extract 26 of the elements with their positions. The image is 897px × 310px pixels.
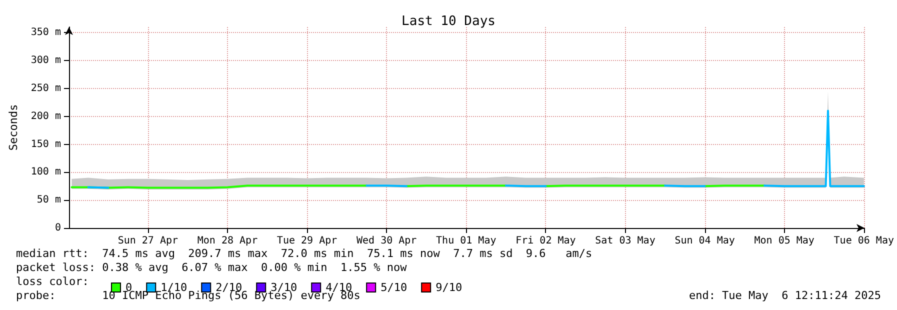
x-tick-label: Fri 02 May — [516, 236, 576, 246]
text: end: Tue May 6 12:11:24 2025 — [688, 289, 882, 302]
y-axis-title: Seconds — [7, 104, 20, 151]
x-tick-label: Mon 05 May — [754, 236, 814, 246]
legend-label: 9/10 — [436, 281, 462, 294]
text: packet loss: 0.38 % avg 6.07 % max 0.00 % min 1.55 % now — [16, 261, 408, 274]
x-tick-label: Wed 30 Apr — [356, 236, 417, 246]
y-tick-label: 350 m — [30, 27, 61, 38]
chart-title: Last 10 Days — [402, 14, 496, 29]
text: median rtt: 74.5 ms avg 209.7 ms max 72.0 ms min 75.1 ms now 7.7 ms sd 9.6 am/s — [16, 247, 592, 260]
y-tick-label: 0 — [54, 222, 61, 234]
x-tick-label: Sat 03 May — [595, 236, 656, 246]
x-tick-label: Thu 01 May — [436, 236, 496, 246]
y-tick-label: 50 m — [36, 194, 61, 206]
x-tick-label: Tue 06 May — [834, 236, 894, 246]
y-tick-label: 300 m — [30, 55, 61, 66]
y-tick-label: 100 m — [30, 166, 61, 178]
x-tick-label: Mon 28 Apr — [197, 236, 258, 246]
x-tick-label: Tue 29 Apr — [276, 236, 338, 246]
y-tick-label: 250 m — [30, 82, 61, 94]
text: loss color: — [16, 275, 89, 288]
y-tick-label: 150 m — [30, 138, 61, 150]
x-tick-label: Sun 04 May — [674, 236, 735, 246]
y-tick-label: 200 m — [30, 110, 61, 122]
legend-label: 5/10 — [380, 281, 408, 294]
x-tick-label: Sun 27 Apr — [118, 236, 178, 246]
